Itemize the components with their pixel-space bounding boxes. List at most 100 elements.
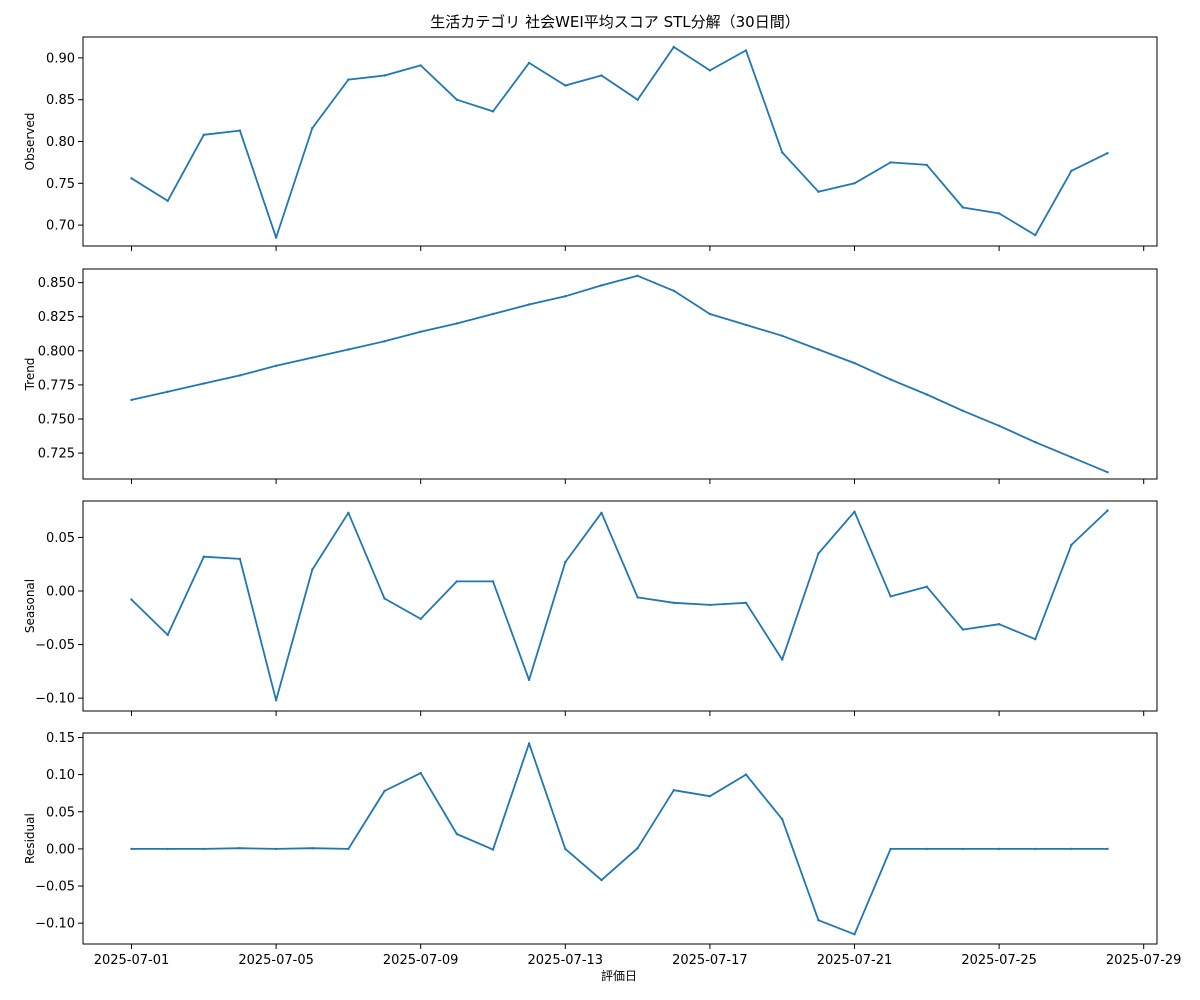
data-point: [274, 847, 278, 851]
plot-frame: [82, 500, 1158, 712]
data-point: [455, 832, 458, 836]
data-point: [817, 348, 820, 351]
data-point: [889, 378, 892, 381]
data-point: [455, 580, 458, 583]
panel-observed: 0.70 0.75 0.80 0.85 0.90 Observed: [23, 36, 1158, 251]
data-point: [455, 98, 458, 101]
y-tick-label: −0.10: [35, 917, 75, 932]
x-axis-label: 評価日: [601, 968, 637, 983]
data-point: [600, 878, 603, 882]
data-point: [238, 847, 242, 850]
data-point: [1070, 456, 1073, 459]
data-point: [636, 274, 639, 277]
data-point: [1070, 543, 1073, 547]
series-line-observed: [131, 46, 1108, 239]
data-point: [961, 206, 965, 209]
y-tick-label: 0.70: [46, 219, 75, 234]
data-point: [889, 847, 892, 851]
y-tick-label: −0.05: [35, 880, 75, 895]
data-point: [202, 555, 205, 558]
series-line-trend: [131, 274, 1108, 474]
data-point: [564, 560, 567, 564]
data-point: [781, 151, 784, 154]
data-point: [925, 585, 928, 588]
data-point: [383, 789, 386, 793]
data-point: [527, 678, 531, 682]
y-axis-label: Observed: [23, 113, 37, 171]
data-point: [1106, 509, 1109, 512]
y-tick-label: 0.00: [46, 842, 75, 857]
data-point: [383, 340, 386, 343]
data-point: [744, 773, 748, 776]
data-point: [636, 98, 639, 101]
data-point: [1070, 847, 1073, 851]
data-point: [636, 847, 639, 850]
y-tick-label: 0.80: [46, 135, 75, 150]
data-point: [781, 334, 784, 337]
data-point: [925, 847, 928, 851]
data-point: [1034, 847, 1037, 851]
data-point: [781, 658, 784, 661]
x-tick-label: 2025-07-25: [961, 953, 1037, 968]
data-point: [166, 633, 169, 637]
data-point: [708, 795, 712, 798]
data-point: [166, 199, 169, 203]
panel-trend: 0.725 0.750 0.775 0.800 0.825 0.850 Trend: [23, 268, 1158, 484]
y-tick-label: 0.825: [38, 310, 75, 325]
data-point: [889, 595, 892, 598]
data-point: [311, 847, 314, 850]
data-point: [672, 289, 675, 292]
y-axis-label: Trend: [23, 358, 37, 392]
data-point: [347, 348, 350, 351]
plot-frame: [82, 732, 1158, 945]
data-point: [238, 129, 242, 132]
data-point: [564, 84, 567, 87]
data-point: [1106, 152, 1109, 155]
data-point: [491, 312, 495, 316]
data-point: [311, 126, 314, 130]
data-point: [419, 617, 422, 621]
data-point: [491, 580, 495, 583]
data-point: [1106, 471, 1109, 474]
data-point: [347, 511, 350, 514]
data-point: [925, 393, 928, 396]
y-tick-label: 0.90: [46, 51, 75, 66]
x-tick-label: 2025-07-17: [672, 953, 748, 968]
y-tick-label: −0.10: [35, 692, 75, 707]
x-tick-label: 2025-07-01: [94, 953, 170, 968]
data-point: [997, 847, 1001, 851]
y-tick-label: 0.775: [38, 378, 75, 393]
data-point: [708, 312, 712, 316]
data-point: [564, 295, 567, 298]
x-tick-label: 2025-07-29: [1106, 953, 1182, 968]
data-point: [166, 390, 169, 393]
data-point: [744, 49, 748, 52]
data-point: [1034, 233, 1037, 237]
data-point: [455, 322, 458, 325]
data-point: [311, 568, 314, 571]
panel-seasonal: −0.10 −0.05 0.00 0.05 Seasonal: [23, 500, 1158, 716]
data-point: [238, 557, 242, 561]
data-point: [853, 933, 856, 936]
data-point: [961, 628, 965, 631]
data-point: [600, 511, 603, 514]
data-point: [1034, 638, 1037, 641]
data-point: [1034, 441, 1037, 444]
y-tick-label: 0.85: [46, 93, 75, 108]
data-point: [383, 597, 386, 600]
y-tick-label: 0.750: [38, 413, 75, 428]
data-point: [202, 133, 205, 136]
x-tick-label: 2025-07-21: [817, 953, 893, 968]
data-point: [961, 847, 965, 851]
figure-title: 生活カテゴリ 社会WEI平均スコア STL分解（30日間）: [430, 13, 799, 31]
data-point: [1106, 847, 1109, 851]
series-line-seasonal: [130, 509, 1109, 702]
y-tick-label: 0.05: [46, 531, 75, 546]
data-point: [997, 424, 1001, 427]
data-point: [419, 771, 422, 775]
data-point: [708, 603, 712, 607]
data-point: [817, 552, 820, 555]
data-point: [853, 510, 856, 513]
x-tick-label: 2025-07-09: [383, 953, 459, 968]
data-point: [238, 374, 242, 377]
